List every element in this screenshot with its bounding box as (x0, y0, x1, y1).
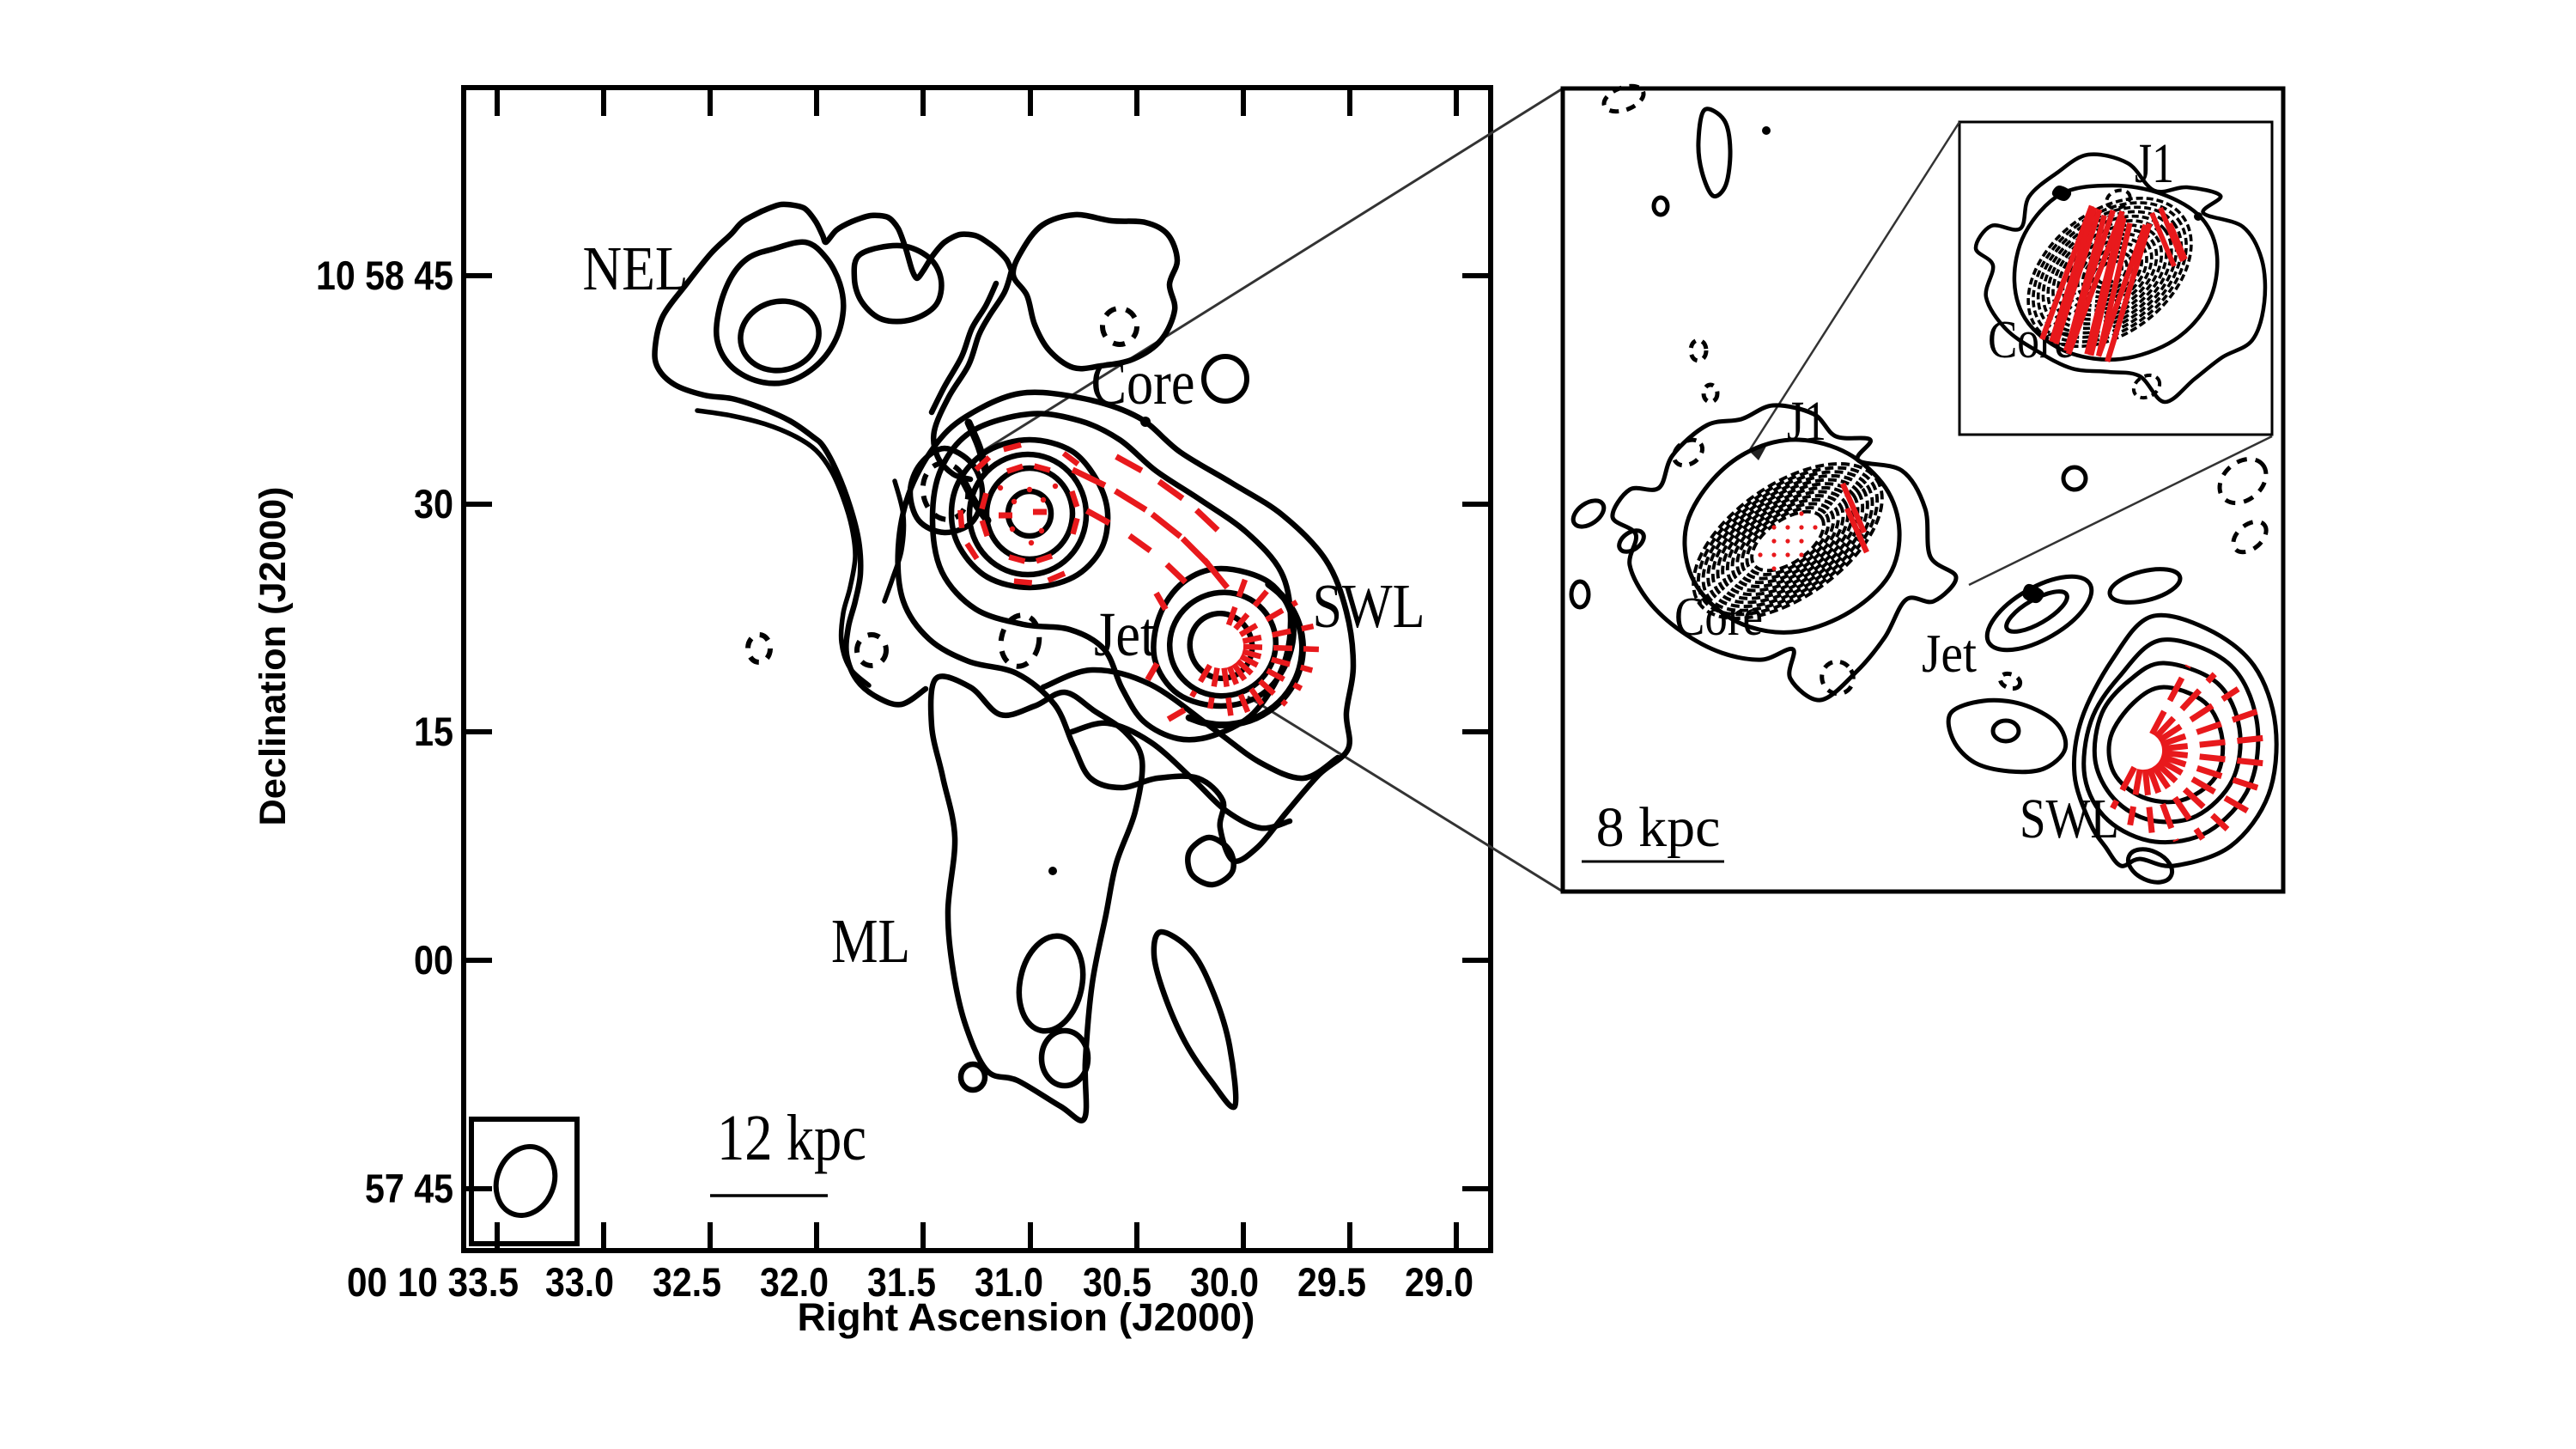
svg-text:10 58 45: 10 58 45 (316, 253, 453, 298)
svg-text:32.5: 32.5 (653, 1259, 721, 1305)
svg-text:30: 30 (414, 481, 453, 527)
svg-text:31.5: 31.5 (867, 1259, 936, 1305)
svg-text:33.0: 33.0 (545, 1259, 614, 1305)
svg-text:Right Ascension (J2000): Right Ascension (J2000) (798, 1295, 1255, 1339)
svg-text:30.0: 30.0 (1190, 1259, 1259, 1305)
svg-text:29.0: 29.0 (1405, 1259, 1473, 1305)
svg-text:Declination (J2000): Declination (J2000) (252, 487, 294, 826)
svg-text:ML: ML (831, 906, 910, 976)
svg-text:12 kpc: 12 kpc (717, 1102, 866, 1174)
svg-text:31.0: 31.0 (975, 1259, 1043, 1305)
svg-text:30.5: 30.5 (1083, 1259, 1151, 1305)
svg-text:00 10 33.5: 00 10 33.5 (347, 1259, 519, 1305)
svg-text:57 45: 57 45 (365, 1166, 453, 1211)
svg-text:Jet: Jet (1922, 623, 1977, 684)
svg-text:Jet: Jet (1094, 600, 1156, 669)
svg-text:29.5: 29.5 (1297, 1259, 1366, 1305)
svg-text:32.0: 32.0 (760, 1259, 829, 1305)
svg-text:00: 00 (414, 937, 453, 983)
svg-text:J1: J1 (2135, 132, 2174, 195)
svg-text:SWL: SWL (1313, 571, 1425, 641)
svg-text:15: 15 (414, 709, 453, 754)
svg-text:NEL: NEL (583, 234, 689, 303)
svg-text:8 kpc: 8 kpc (1596, 796, 1721, 859)
